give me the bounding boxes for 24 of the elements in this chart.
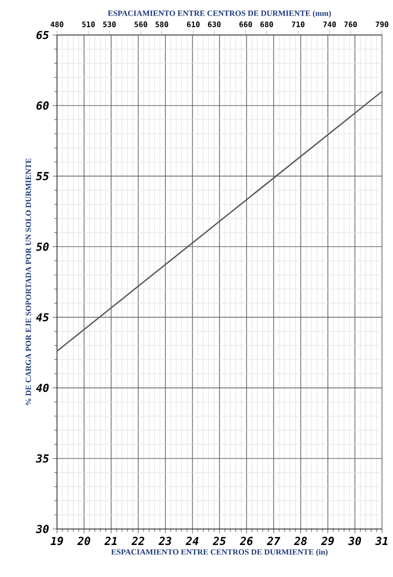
x-tick-label: 27 — [266, 536, 280, 545]
x-tick-label: 26 — [240, 536, 253, 546]
x-tick-label: 28 — [294, 536, 307, 546]
x-tick-label: 30 — [348, 536, 362, 546]
y-tick-label: 30 — [36, 524, 49, 534]
x-tick-label: 23 — [158, 536, 172, 546]
y-tick-label: 45 — [36, 313, 49, 322]
x-tick-label: 20 — [77, 536, 90, 546]
x-tick-label: 25 — [212, 536, 226, 546]
y-axis-title: % DE CARGA POR EJE SOPORTADA POR UN SOLO DURMIENTE — [26, 158, 32, 406]
y-tick-label: 60 — [36, 101, 49, 110]
x-tick-label: 24 — [186, 536, 198, 545]
x2-axis-title: ESPACIAMIENTO ENTRE CENTROS DE DURMIENTE (mm) — [108, 10, 331, 18]
x-axis-title: ESPACIAMIENTO ENTRE CENTROS DE DURMIENTE (in) — [111, 549, 328, 556]
x-tick-label: 21 — [104, 536, 117, 545]
x-tick-label: 31 — [375, 536, 388, 546]
y-tick-label: 40 — [36, 384, 49, 392]
y-tick-label: 50 — [36, 242, 49, 251]
x-tick-label: 29 — [321, 536, 334, 546]
y-tick-label: 35 — [36, 454, 49, 463]
y-tick-label: 55 — [36, 172, 49, 180]
x-tick-label: 22 — [131, 536, 144, 545]
x-tick-label: 19 — [50, 536, 64, 546]
y-tick-label: 65 — [36, 30, 49, 40]
